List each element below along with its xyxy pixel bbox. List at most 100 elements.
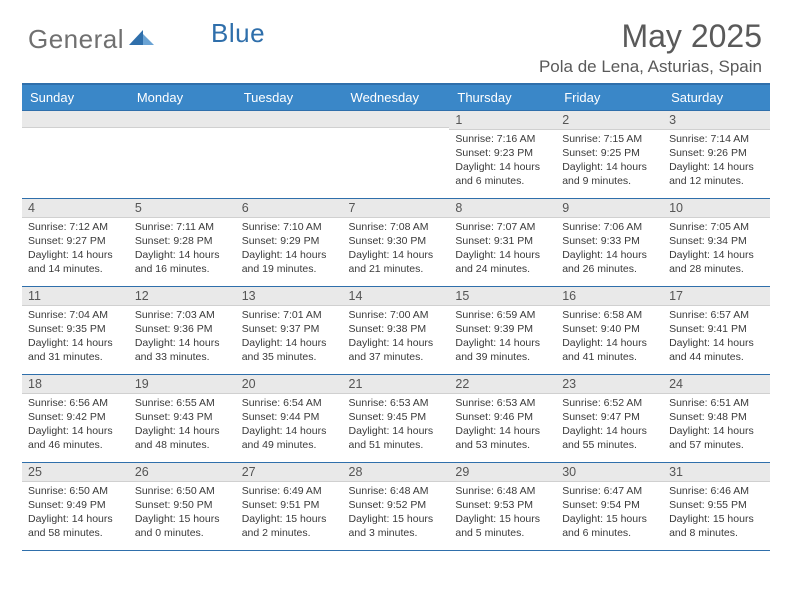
day-number: 21	[343, 375, 450, 394]
weekday-header: Monday	[129, 84, 236, 111]
weekday-header: Tuesday	[236, 84, 343, 111]
day-number	[22, 111, 129, 128]
day-details: Sunrise: 7:05 AMSunset: 9:34 PMDaylight:…	[663, 218, 770, 279]
day-details: Sunrise: 7:01 AMSunset: 9:37 PMDaylight:…	[236, 306, 343, 367]
day-number: 28	[343, 463, 450, 482]
calendar-cell: 1Sunrise: 7:16 AMSunset: 9:23 PMDaylight…	[449, 111, 556, 199]
day-details: Sunrise: 6:48 AMSunset: 9:53 PMDaylight:…	[449, 482, 556, 543]
calendar-cell: 26Sunrise: 6:50 AMSunset: 9:50 PMDayligh…	[129, 463, 236, 551]
calendar-cell	[236, 111, 343, 199]
calendar-cell: 30Sunrise: 6:47 AMSunset: 9:54 PMDayligh…	[556, 463, 663, 551]
day-details: Sunrise: 7:07 AMSunset: 9:31 PMDaylight:…	[449, 218, 556, 279]
calendar-cell: 6Sunrise: 7:10 AMSunset: 9:29 PMDaylight…	[236, 199, 343, 287]
calendar-cell: 2Sunrise: 7:15 AMSunset: 9:25 PMDaylight…	[556, 111, 663, 199]
calendar-cell: 15Sunrise: 6:59 AMSunset: 9:39 PMDayligh…	[449, 287, 556, 375]
weekday-header: Saturday	[663, 84, 770, 111]
weekday-header: Friday	[556, 84, 663, 111]
weekday-header-row: Sunday Monday Tuesday Wednesday Thursday…	[22, 84, 770, 111]
day-details: Sunrise: 7:16 AMSunset: 9:23 PMDaylight:…	[449, 130, 556, 191]
day-details: Sunrise: 7:15 AMSunset: 9:25 PMDaylight:…	[556, 130, 663, 191]
calendar-cell: 28Sunrise: 6:48 AMSunset: 9:52 PMDayligh…	[343, 463, 450, 551]
day-number: 18	[22, 375, 129, 394]
day-number: 30	[556, 463, 663, 482]
day-details: Sunrise: 6:50 AMSunset: 9:49 PMDaylight:…	[22, 482, 129, 543]
day-details: Sunrise: 6:52 AMSunset: 9:47 PMDaylight:…	[556, 394, 663, 455]
calendar-row: 4Sunrise: 7:12 AMSunset: 9:27 PMDaylight…	[22, 199, 770, 287]
day-number: 12	[129, 287, 236, 306]
logo-triangle-icon	[129, 28, 155, 51]
day-number: 10	[663, 199, 770, 218]
calendar-cell: 31Sunrise: 6:46 AMSunset: 9:55 PMDayligh…	[663, 463, 770, 551]
day-number: 31	[663, 463, 770, 482]
day-number: 22	[449, 375, 556, 394]
calendar-cell: 17Sunrise: 6:57 AMSunset: 9:41 PMDayligh…	[663, 287, 770, 375]
weekday-header: Wednesday	[343, 84, 450, 111]
calendar-cell: 4Sunrise: 7:12 AMSunset: 9:27 PMDaylight…	[22, 199, 129, 287]
day-details: Sunrise: 6:51 AMSunset: 9:48 PMDaylight:…	[663, 394, 770, 455]
day-details: Sunrise: 7:12 AMSunset: 9:27 PMDaylight:…	[22, 218, 129, 279]
calendar-cell: 3Sunrise: 7:14 AMSunset: 9:26 PMDaylight…	[663, 111, 770, 199]
location-label: Pola de Lena, Asturias, Spain	[539, 57, 762, 77]
day-number: 15	[449, 287, 556, 306]
calendar-cell: 22Sunrise: 6:53 AMSunset: 9:46 PMDayligh…	[449, 375, 556, 463]
day-number: 2	[556, 111, 663, 130]
day-details: Sunrise: 7:14 AMSunset: 9:26 PMDaylight:…	[663, 130, 770, 191]
calendar-cell: 29Sunrise: 6:48 AMSunset: 9:53 PMDayligh…	[449, 463, 556, 551]
day-number: 24	[663, 375, 770, 394]
day-details: Sunrise: 6:58 AMSunset: 9:40 PMDaylight:…	[556, 306, 663, 367]
calendar-cell: 19Sunrise: 6:55 AMSunset: 9:43 PMDayligh…	[129, 375, 236, 463]
calendar-cell: 8Sunrise: 7:07 AMSunset: 9:31 PMDaylight…	[449, 199, 556, 287]
day-number	[129, 111, 236, 128]
day-number	[236, 111, 343, 128]
calendar-cell: 9Sunrise: 7:06 AMSunset: 9:33 PMDaylight…	[556, 199, 663, 287]
calendar-cell: 20Sunrise: 6:54 AMSunset: 9:44 PMDayligh…	[236, 375, 343, 463]
day-number: 14	[343, 287, 450, 306]
day-details: Sunrise: 6:54 AMSunset: 9:44 PMDaylight:…	[236, 394, 343, 455]
calendar-cell: 18Sunrise: 6:56 AMSunset: 9:42 PMDayligh…	[22, 375, 129, 463]
day-details: Sunrise: 6:53 AMSunset: 9:46 PMDaylight:…	[449, 394, 556, 455]
calendar-cell: 23Sunrise: 6:52 AMSunset: 9:47 PMDayligh…	[556, 375, 663, 463]
calendar-cell	[129, 111, 236, 199]
day-details: Sunrise: 6:53 AMSunset: 9:45 PMDaylight:…	[343, 394, 450, 455]
day-number: 4	[22, 199, 129, 218]
calendar-cell	[343, 111, 450, 199]
calendar-cell: 12Sunrise: 7:03 AMSunset: 9:36 PMDayligh…	[129, 287, 236, 375]
weekday-header: Sunday	[22, 84, 129, 111]
calendar-cell: 5Sunrise: 7:11 AMSunset: 9:28 PMDaylight…	[129, 199, 236, 287]
logo-text-1: General	[28, 24, 124, 55]
day-details: Sunrise: 6:56 AMSunset: 9:42 PMDaylight:…	[22, 394, 129, 455]
logo-text-2: Blue	[211, 18, 265, 49]
calendar-row: 18Sunrise: 6:56 AMSunset: 9:42 PMDayligh…	[22, 375, 770, 463]
day-details: Sunrise: 6:46 AMSunset: 9:55 PMDaylight:…	[663, 482, 770, 543]
day-number: 23	[556, 375, 663, 394]
day-details: Sunrise: 6:59 AMSunset: 9:39 PMDaylight:…	[449, 306, 556, 367]
calendar-cell: 11Sunrise: 7:04 AMSunset: 9:35 PMDayligh…	[22, 287, 129, 375]
day-number: 25	[22, 463, 129, 482]
weekday-header: Thursday	[449, 84, 556, 111]
day-number: 8	[449, 199, 556, 218]
calendar-cell: 21Sunrise: 6:53 AMSunset: 9:45 PMDayligh…	[343, 375, 450, 463]
day-number: 13	[236, 287, 343, 306]
day-number: 19	[129, 375, 236, 394]
day-details: Sunrise: 7:10 AMSunset: 9:29 PMDaylight:…	[236, 218, 343, 279]
day-number: 16	[556, 287, 663, 306]
day-details: Sunrise: 6:57 AMSunset: 9:41 PMDaylight:…	[663, 306, 770, 367]
day-details: Sunrise: 7:11 AMSunset: 9:28 PMDaylight:…	[129, 218, 236, 279]
calendar-cell: 27Sunrise: 6:49 AMSunset: 9:51 PMDayligh…	[236, 463, 343, 551]
day-number: 17	[663, 287, 770, 306]
day-details: Sunrise: 7:04 AMSunset: 9:35 PMDaylight:…	[22, 306, 129, 367]
day-number: 11	[22, 287, 129, 306]
day-details: Sunrise: 7:06 AMSunset: 9:33 PMDaylight:…	[556, 218, 663, 279]
day-number: 20	[236, 375, 343, 394]
day-details: Sunrise: 6:50 AMSunset: 9:50 PMDaylight:…	[129, 482, 236, 543]
day-details: Sunrise: 6:48 AMSunset: 9:52 PMDaylight:…	[343, 482, 450, 543]
day-number: 26	[129, 463, 236, 482]
calendar-cell: 16Sunrise: 6:58 AMSunset: 9:40 PMDayligh…	[556, 287, 663, 375]
day-details: Sunrise: 6:49 AMSunset: 9:51 PMDaylight:…	[236, 482, 343, 543]
month-title: May 2025	[539, 18, 762, 55]
day-number: 7	[343, 199, 450, 218]
calendar-cell: 7Sunrise: 7:08 AMSunset: 9:30 PMDaylight…	[343, 199, 450, 287]
day-number: 29	[449, 463, 556, 482]
day-number: 27	[236, 463, 343, 482]
calendar-cell: 14Sunrise: 7:00 AMSunset: 9:38 PMDayligh…	[343, 287, 450, 375]
